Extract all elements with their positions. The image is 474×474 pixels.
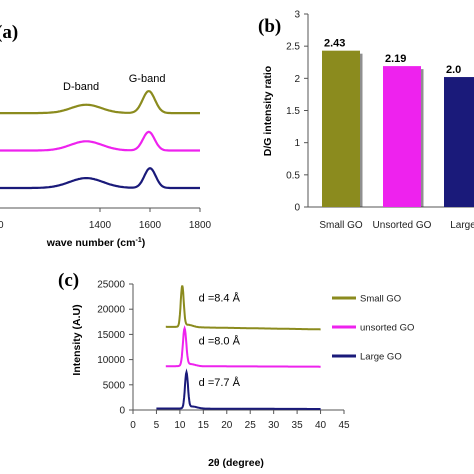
raman-line-small — [0, 89, 200, 115]
dg-y-tick-label: 3 — [294, 10, 300, 21]
xrd-y-tick-label: 0 — [119, 406, 125, 417]
xrd-d-spacing-label: d =7.7 Å — [199, 376, 241, 389]
raman-x-tick-label: 1600 — [139, 220, 162, 231]
xrd-y-axis-title: Intensity (A.U) — [71, 304, 83, 375]
xrd-y-tick-label: 5000 — [103, 380, 126, 391]
dg-y-tick-label: 2.5 — [286, 42, 300, 53]
raman-line-unsorted — [0, 130, 200, 152]
raman-line-large — [0, 167, 200, 190]
xrd-x-tick-label: 45 — [338, 420, 350, 431]
xrd-y-ticks: 0 5000 10000 15000 20000 25000 — [97, 280, 133, 417]
xrd-x-tick-label: 15 — [198, 420, 210, 431]
panel-a-label: (a) — [0, 22, 18, 43]
xrd-x-tick-label: 30 — [268, 420, 280, 431]
xrd-y-tick-label: 10000 — [97, 355, 125, 366]
xrd-x-tick-label: 35 — [292, 420, 304, 431]
raman-curves — [0, 89, 200, 190]
xrd-annotations: d =8.4 Å d =8.0 Å d =7.7 Å — [199, 292, 241, 389]
xrd-legend-label: Large GO — [360, 352, 402, 363]
panel-c: (c) Intensity (A.U) 0 5000 10000 15000 20000… — [58, 270, 414, 469]
dg-bar-shadow — [360, 53, 363, 207]
dg-bars: 2.43 Small GO 2.19 Unsorted GO 2.0 Large — [319, 38, 474, 231]
xrd-y-tick-label: 25000 — [97, 280, 125, 291]
xrd-y-tick-label: 15000 — [97, 330, 125, 341]
dg-category-label: Large — [450, 220, 474, 231]
raman-x-axis-title: wave number (cm-1) — [46, 237, 145, 249]
xrd-x-tick-label: 40 — [315, 420, 327, 431]
panel-a: (a) 1400 1600 1800 0 D-band G-band wave nu… — [0, 22, 212, 249]
xrd-d-spacing-label: d =8.0 Å — [199, 334, 241, 347]
g-band-label: G-band — [129, 73, 166, 85]
dg-y-ticks: 0 0.5 1 1.5 2 2.5 3 — [286, 10, 308, 214]
dg-y-tick-label: 0.5 — [286, 170, 300, 181]
raman-partial-tick-label: 0 — [0, 220, 4, 231]
dg-y-tick-label: 2 — [294, 74, 300, 85]
xrd-x-tick-label: 25 — [245, 420, 257, 431]
dg-y-tick-label: 1 — [294, 138, 300, 149]
xrd-line-unsorted — [165, 325, 321, 368]
xrd-x-tick-label: 0 — [130, 420, 136, 431]
xrd-line-large — [156, 368, 321, 410]
panel-c-label: (c) — [58, 270, 79, 291]
xrd-d-spacing-label: d =8.4 Å — [199, 292, 241, 305]
dg-bar-large — [444, 77, 474, 208]
xrd-x-tick-label: 10 — [174, 420, 186, 431]
dg-bar-value-label: 2.0 — [446, 64, 461, 76]
xrd-x-ticks: 0 5 10 15 20 25 30 35 40 45 — [130, 410, 350, 431]
dg-category-label: Unsorted GO — [373, 220, 432, 231]
dg-bar-unsorted — [383, 66, 421, 207]
dg-bar-small — [322, 50, 360, 207]
xrd-line-small — [165, 285, 321, 331]
dg-y-tick-label: 0 — [294, 203, 300, 214]
xrd-x-tick-label: 5 — [154, 420, 160, 431]
panel-b-label: (b) — [258, 16, 281, 37]
xrd-x-tick-label: 20 — [221, 420, 233, 431]
dg-bar-value-label: 2.43 — [324, 38, 345, 50]
xrd-x-axis-title: 2θ (degree) — [208, 457, 264, 469]
xrd-curves — [156, 285, 321, 410]
d-band-label: D-band — [63, 81, 99, 93]
raman-x-ticks: 1400 1600 1800 — [89, 208, 212, 231]
dg-bar-shadow — [421, 69, 424, 207]
panel-b: (b) D/G intensity ratio 0 0.5 1 1.5 2 2.5 3 2.… — [258, 10, 474, 231]
raman-x-tick-label: 1400 — [89, 220, 112, 231]
dg-category-label: Small GO — [319, 220, 363, 231]
xrd-legend: Small GO unsorted GO Large GO — [332, 294, 414, 363]
xrd-legend-label: unsorted GO — [360, 323, 414, 334]
xrd-legend-label: Small GO — [360, 294, 401, 305]
dg-y-tick-label: 1.5 — [286, 106, 300, 117]
xrd-y-tick-label: 20000 — [97, 305, 125, 316]
dg-y-axis-title: D/G intensity ratio — [262, 66, 274, 156]
dg-bar-value-label: 2.19 — [385, 53, 406, 65]
raman-x-tick-label: 1800 — [189, 220, 212, 231]
